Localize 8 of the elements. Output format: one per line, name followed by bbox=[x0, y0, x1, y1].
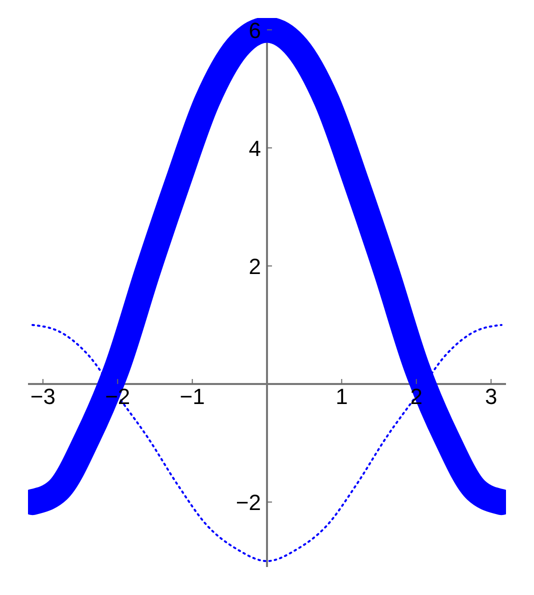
y-tick-label: −2 bbox=[236, 490, 261, 516]
x-tick-label: −3 bbox=[30, 384, 56, 409]
y-tick-label: 4 bbox=[248, 136, 261, 161]
y-tick-label: 2 bbox=[248, 254, 261, 279]
x-tick-label: −1 bbox=[180, 384, 205, 409]
y-tick-label: 6 bbox=[248, 18, 261, 43]
x-tick-label: 3 bbox=[484, 384, 498, 409]
x-tick-label: 1 bbox=[336, 384, 348, 409]
